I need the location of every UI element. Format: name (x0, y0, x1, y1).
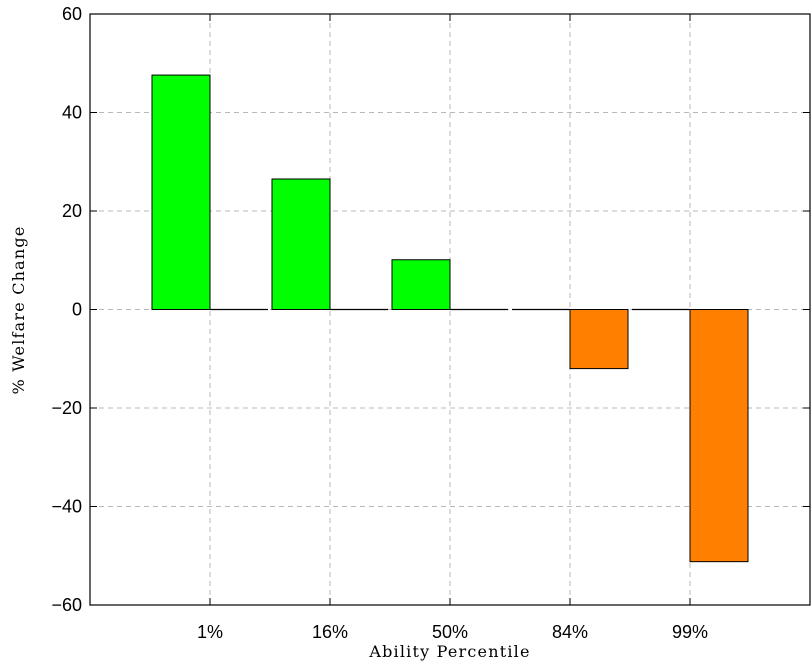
x-tick-label: 50% (432, 622, 468, 642)
y-tick-label: 20 (62, 201, 82, 221)
x-axis-title: Ability Percentile (368, 642, 530, 661)
y-tick-label: 40 (62, 103, 82, 123)
x-tick-label: 16% (312, 622, 348, 642)
y-tick-label: 60 (62, 4, 82, 24)
x-tick-label: 1% (197, 622, 223, 642)
bar-positive (151, 74, 211, 310)
y-tick-labels: 60 40 20 0 −20 −40 −60 (51, 4, 82, 615)
bar-positive (391, 259, 451, 311)
y-tick-label: 0 (72, 300, 82, 320)
bar-negative (569, 309, 629, 370)
bar-negative (689, 309, 749, 563)
y-tick-label: −60 (51, 595, 82, 615)
y-axis-title: % Welfare Change (9, 226, 28, 395)
tick-marks (90, 13, 810, 606)
x-tick-label: 84% (552, 622, 588, 642)
bars (151, 74, 749, 563)
bar-positive (271, 178, 331, 310)
y-tick-label: −40 (51, 497, 82, 517)
x-tick-label: 99% (672, 622, 708, 642)
y-tick-label: −20 (51, 398, 82, 418)
x-tick-labels: 1% 16% 50% 84% 99% (197, 622, 708, 642)
